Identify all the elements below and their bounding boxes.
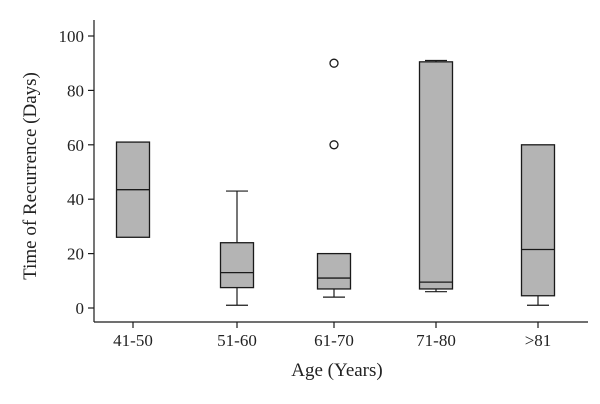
box-group-41-50 <box>115 141 151 238</box>
x-tick-label: 51-60 <box>217 331 257 350</box>
y-axis-title: Time of Recurrence (Days) <box>20 72 41 280</box>
x-axis-ticks: 41-50 51-60 61-70 71-80 >81 <box>113 322 551 350</box>
box-group->81 <box>520 144 556 306</box>
outlier-point <box>329 58 339 68</box>
y-tick-label: 40 <box>67 190 84 209</box>
box <box>418 61 454 290</box>
y-axis-ticks: 0 20 40 60 80 100 <box>59 27 94 318</box>
y-tick-label: 80 <box>67 81 84 100</box>
box <box>219 242 255 289</box>
box <box>316 252 352 290</box>
y-tick-label: 0 <box>76 299 85 318</box>
y-tick-label: 100 <box>59 27 85 46</box>
x-axis-title: Age (Years) <box>291 360 382 381</box>
boxplot-series <box>115 58 556 306</box>
x-tick-label: 71-80 <box>416 331 456 350</box>
box-group-71-80 <box>418 59 454 293</box>
y-tick-label: 20 <box>67 245 84 264</box>
x-tick-label: >81 <box>525 331 552 350</box>
y-tick-label: 60 <box>67 136 84 155</box>
outlier-point <box>329 140 339 150</box>
x-tick-label: 41-50 <box>113 331 153 350</box>
box-group-61-70 <box>316 58 352 298</box>
x-tick-label: 61-70 <box>314 331 354 350</box>
box <box>520 144 556 297</box>
box-group-51-60 <box>219 190 255 306</box>
